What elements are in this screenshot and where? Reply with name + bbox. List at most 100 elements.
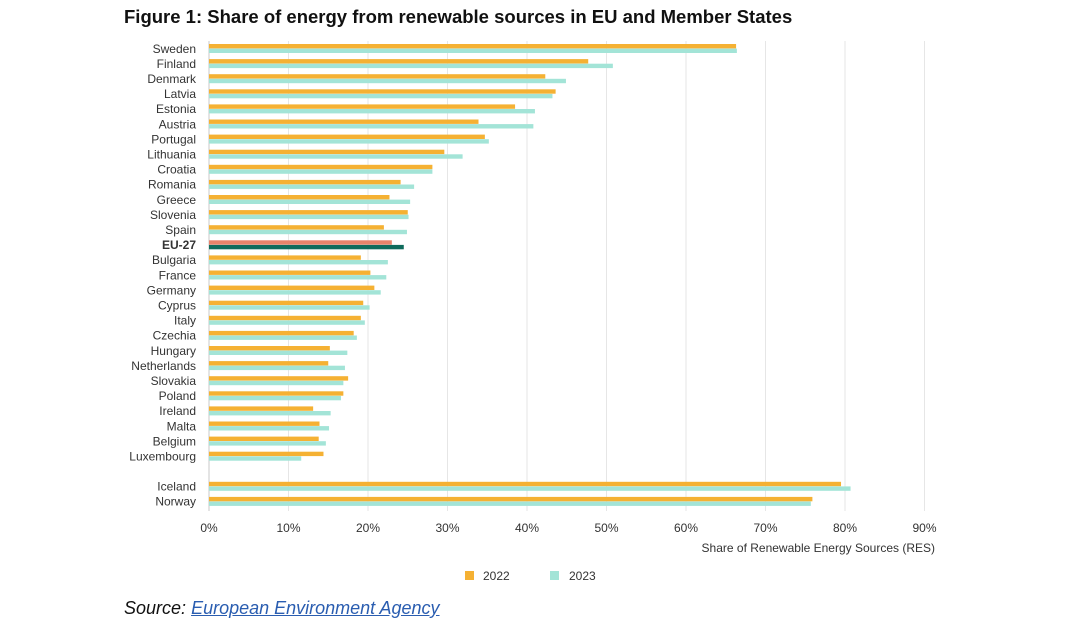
category-label: Spain (165, 223, 196, 237)
category-label: Malta (167, 419, 197, 433)
bar-2023 (209, 184, 415, 189)
category-label: Portugal (151, 132, 196, 146)
bar-2022 (209, 179, 401, 185)
x-tick-label: 10% (276, 521, 300, 535)
bar-2022 (209, 451, 324, 457)
x-tick-label: 50% (594, 521, 618, 535)
bar-2022 (209, 225, 384, 230)
category-label: Denmark (147, 72, 197, 86)
bar-2023 (209, 48, 737, 53)
bar-2023 (209, 441, 326, 446)
bar-2022 (209, 255, 361, 260)
bar-2023 (209, 411, 331, 416)
category-label: Estonia (156, 102, 196, 116)
bars (209, 44, 851, 506)
bar-2023 (209, 350, 348, 355)
category-label: Greece (157, 193, 197, 207)
bar-2022 (209, 119, 479, 124)
category-label: Norway (155, 495, 196, 509)
bar-2023 (209, 395, 341, 401)
category-label: Hungary (151, 344, 196, 358)
x-tick-label: 60% (674, 521, 698, 535)
bar-2023 (209, 93, 553, 99)
category-label: EU-27 (162, 238, 196, 252)
category-label: Bulgaria (152, 253, 196, 267)
bar-2023 (209, 426, 330, 431)
bar-2022 (209, 376, 349, 381)
legend-label-2023: 2023 (569, 569, 596, 583)
bar-2022 (209, 89, 556, 94)
category-label: Romania (148, 178, 196, 192)
category-label: Slovakia (151, 374, 197, 388)
category-label: Poland (159, 389, 196, 403)
x-tick-label: 90% (912, 521, 936, 535)
category-label: Netherlands (131, 359, 196, 373)
bar-2023 (209, 501, 811, 506)
bar-2022 (209, 391, 344, 396)
category-label: France (159, 268, 197, 282)
bar-2022 (209, 240, 392, 245)
bar-2023 (209, 139, 489, 144)
bar-2023 (209, 486, 851, 491)
source-link[interactable]: European Environment Agency (191, 598, 440, 618)
category-label: Finland (157, 57, 196, 71)
bar-2023 (209, 320, 365, 325)
category-label: Ireland (159, 404, 196, 418)
chart-title: Figure 1: Share of energy from renewable… (124, 6, 793, 27)
bar-2022 (209, 149, 445, 155)
bar-2023 (209, 290, 381, 295)
category-label: Germany (147, 283, 196, 297)
bar-2023 (209, 109, 535, 114)
bar-2022 (209, 481, 842, 487)
bar-2023 (209, 260, 388, 265)
bar-2022 (209, 134, 485, 139)
category-label: Lithuania (147, 148, 196, 162)
bar-2023 (209, 78, 566, 84)
category-labels: SwedenFinlandDenmarkLatviaEstoniaAustria… (129, 42, 197, 509)
x-axis-label: Share of Renewable Energy Sources (RES) (702, 541, 935, 555)
bar-2023 (209, 124, 534, 129)
bar-2022 (209, 270, 371, 275)
bar-2022 (209, 285, 375, 290)
legend-swatch-2022 (465, 571, 474, 580)
legend: 2022 2023 (465, 569, 596, 583)
bar-2023 (209, 199, 411, 204)
bar-2022 (209, 210, 408, 215)
category-label: Austria (159, 117, 197, 131)
x-axis-tick-labels: 0% 10% 20% 30% 40% 50% 60% 70% 80% 90% (200, 521, 937, 535)
bar-2023 (209, 229, 407, 235)
x-tick-label: 30% (435, 521, 459, 535)
bar-2023 (209, 275, 387, 280)
bar-2022 (209, 59, 589, 64)
category-label: Iceland (157, 480, 196, 494)
bar-2022 (209, 44, 737, 49)
bar-2022 (209, 164, 433, 170)
legend-label-2022: 2022 (483, 569, 510, 583)
source-prefix: Source: (124, 598, 187, 618)
bar-2022 (209, 74, 546, 79)
bar-2022 (209, 436, 319, 441)
bar-2023 (209, 244, 404, 250)
bar-2022 (209, 406, 314, 411)
source-line: Source: European Environment Agency (124, 598, 440, 619)
legend-swatch-2023 (550, 571, 559, 580)
x-tick-label: 40% (515, 521, 539, 535)
bar-2023 (209, 365, 345, 371)
category-label: Slovenia (150, 208, 196, 222)
bar-2023 (209, 63, 613, 69)
category-label: Croatia (157, 163, 196, 177)
bar-2022 (209, 346, 330, 351)
bar-2022 (209, 195, 390, 200)
bar-2023 (209, 456, 302, 461)
category-label: Luxembourg (129, 450, 196, 464)
x-tick-label: 70% (753, 521, 777, 535)
category-label: Italy (174, 314, 196, 328)
category-label: Sweden (153, 42, 196, 56)
x-tick-label: 0% (200, 521, 218, 535)
bar-2023 (209, 169, 433, 174)
bar-2022 (209, 496, 813, 502)
x-tick-label: 80% (833, 521, 857, 535)
category-label: Cyprus (158, 299, 196, 313)
x-tick-label: 20% (356, 521, 380, 535)
